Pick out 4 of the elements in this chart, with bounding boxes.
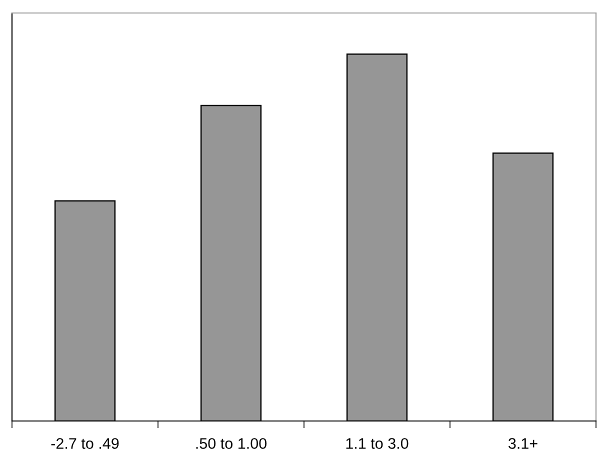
x-tick-label: 3.1+ <box>508 438 538 449</box>
x-tick-label: .50 to 1.00 <box>196 438 267 449</box>
x-tick-label: 1.1 to 3.0 <box>346 438 408 449</box>
x-tick-label: -2.7 to .49 <box>51 438 119 449</box>
